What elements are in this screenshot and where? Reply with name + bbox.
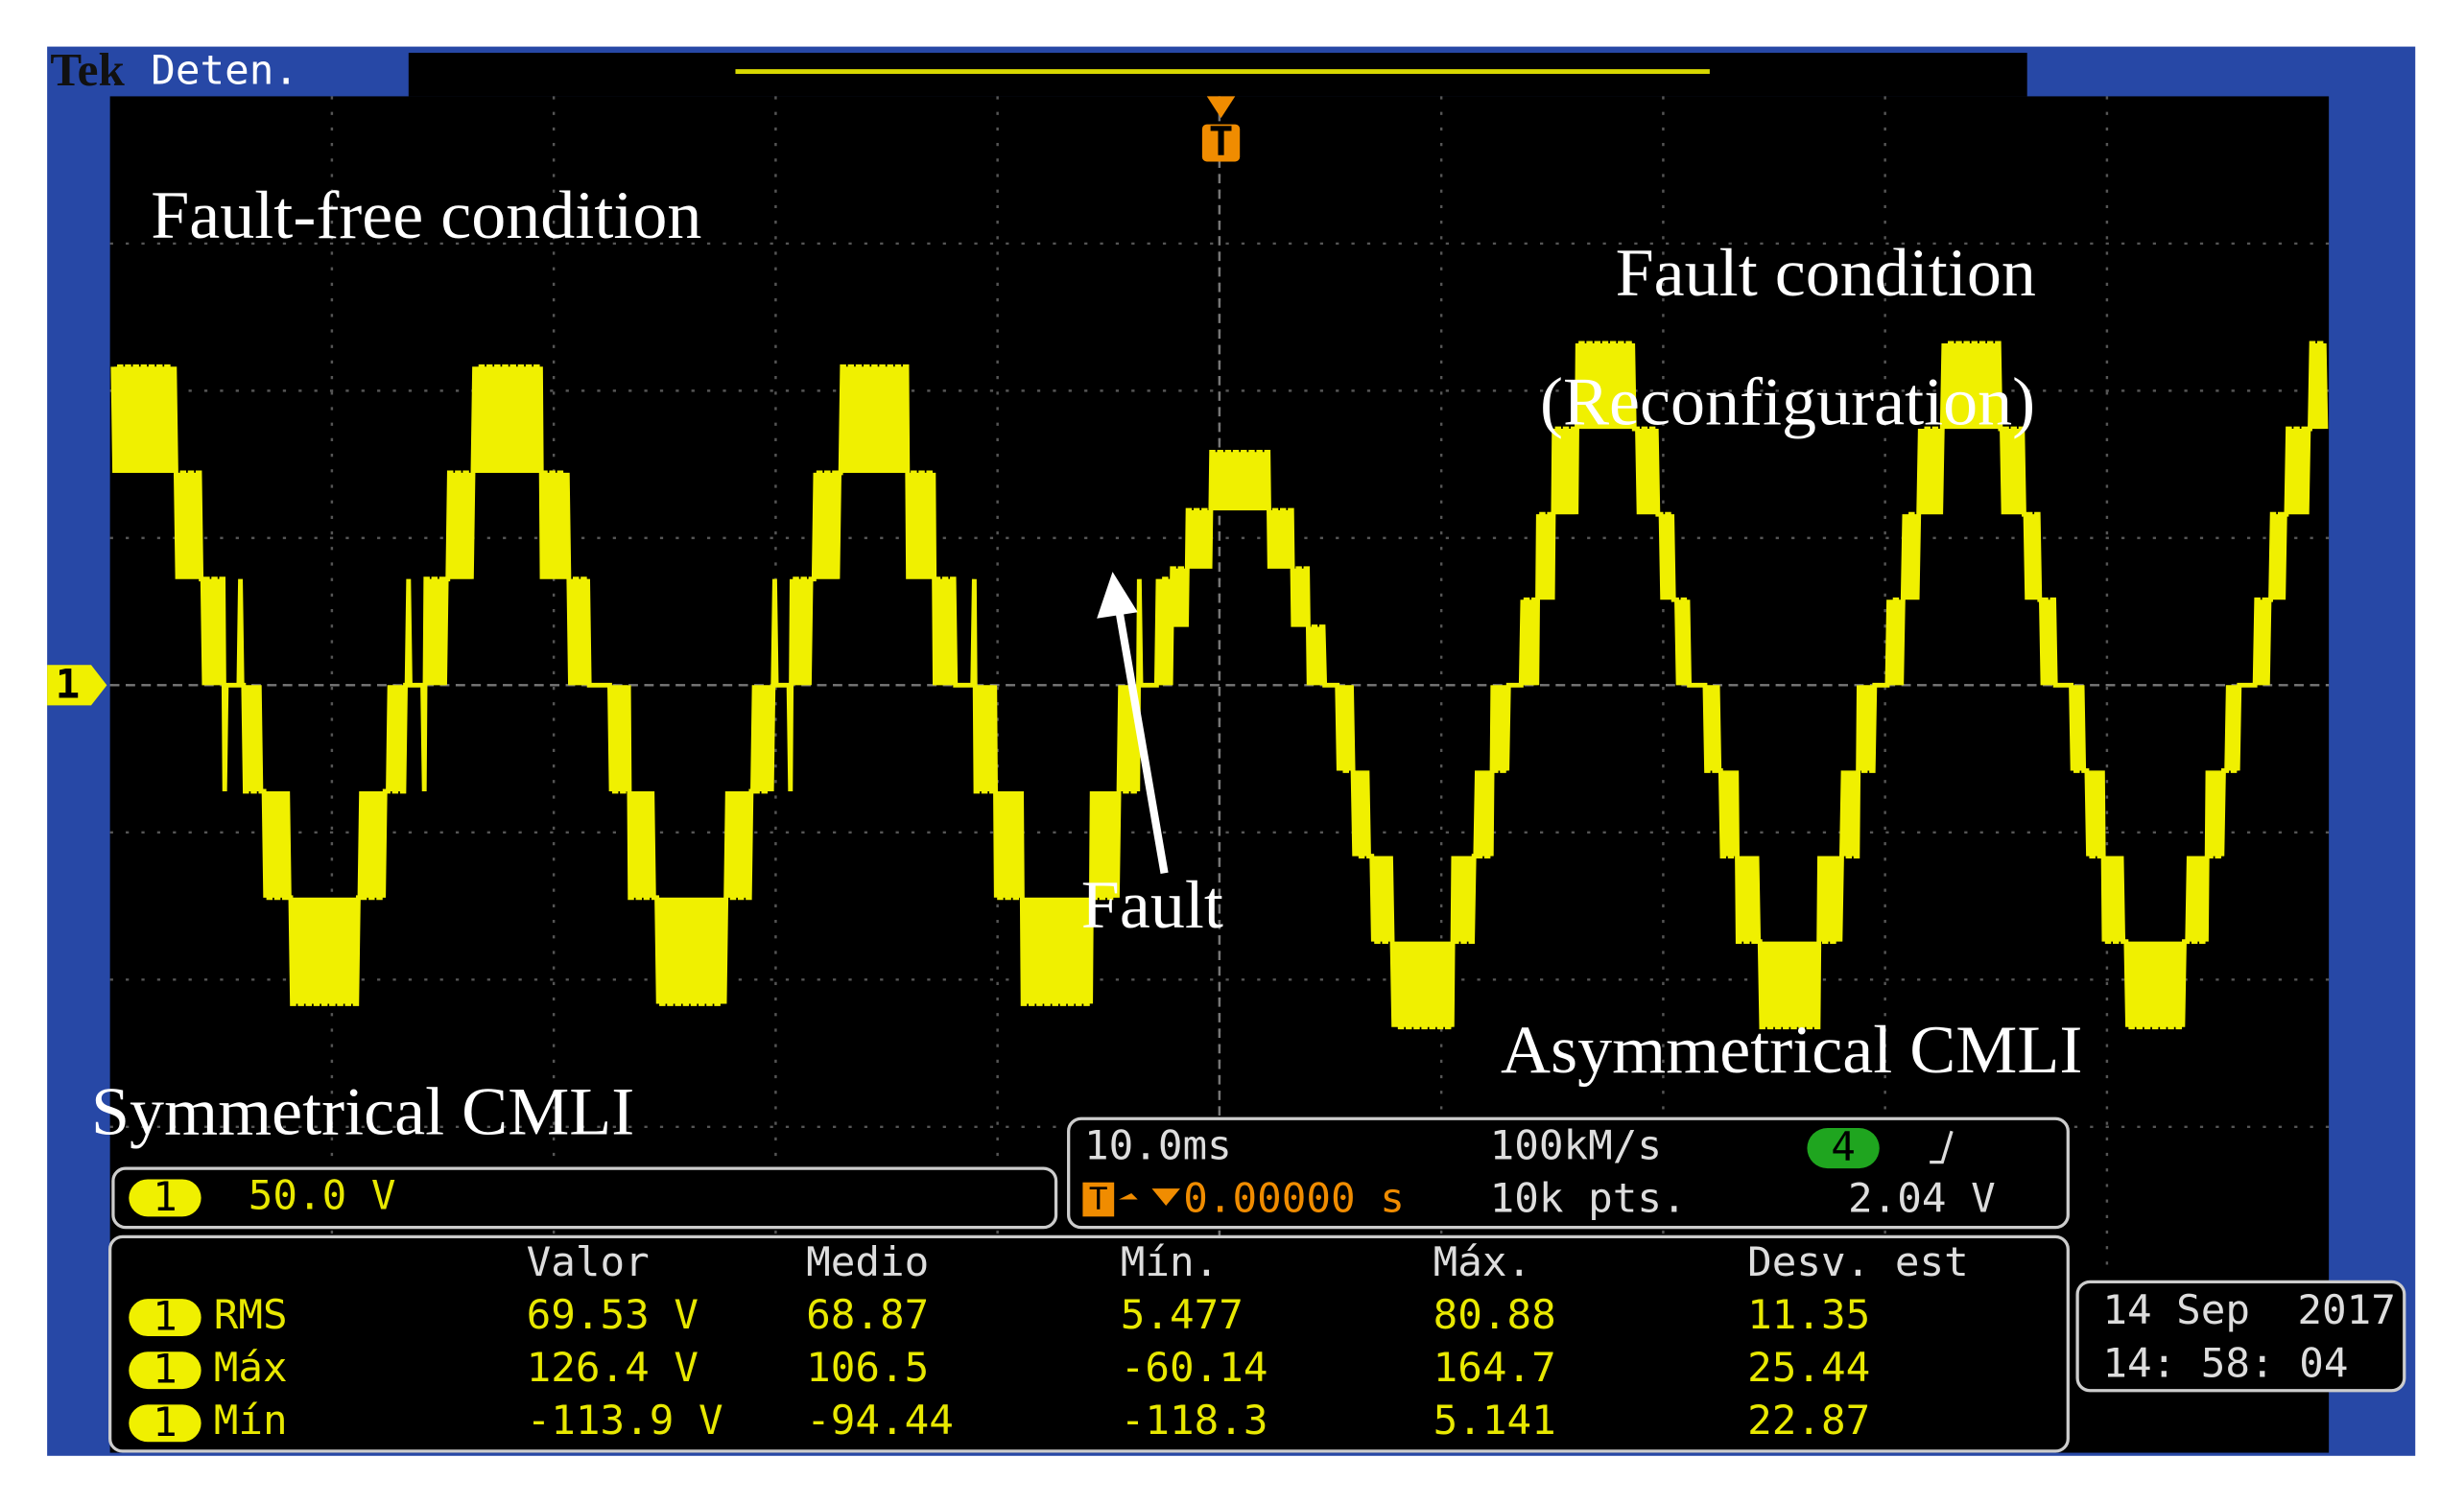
- datetime-box: [2075, 1280, 2406, 1393]
- measurement-rows: Valor Medio Mín. Máx. Desv. est 1 RMS 69.53 V 68…: [129, 1238, 1969, 1445]
- measurement-value: 164.7: [1433, 1344, 1556, 1391]
- measurement-value: 11.35: [1747, 1291, 1870, 1338]
- annotation: Fault-free condition: [151, 176, 701, 253]
- brand: Tek: [50, 43, 125, 96]
- channel-badge-label: 1: [153, 1398, 178, 1445]
- measurement-label: Máx: [214, 1344, 288, 1391]
- fault-arrowhead: [1097, 572, 1138, 619]
- column-header: Mín.: [1121, 1238, 1219, 1285]
- trigger-icon-label: T: [1089, 1181, 1108, 1217]
- measurement-value: 25.44: [1747, 1344, 1870, 1391]
- measurement-value: 126.4 V: [527, 1344, 699, 1391]
- time: 14: 58: 04: [2102, 1339, 2348, 1386]
- channel-scale-box: [111, 1166, 1058, 1230]
- annotation: (Reconfiguration): [1540, 364, 2035, 440]
- sample-rate: 100kM/s: [1490, 1122, 1662, 1169]
- year: 2017: [2297, 1286, 2395, 1333]
- measurement-value: -94.44: [806, 1397, 954, 1444]
- measurement-value: -118.3: [1121, 1397, 1268, 1444]
- arrow: [1119, 1193, 1138, 1200]
- measurement-value: -60.14: [1121, 1344, 1268, 1391]
- trigger-position: 0.00000 s: [1183, 1175, 1405, 1222]
- trigger-arrow: [1206, 96, 1236, 119]
- fault-arrow: [1115, 608, 1169, 875]
- channel-badge: [129, 1299, 201, 1337]
- trigger-icon: [1082, 1182, 1115, 1217]
- channel-badge-label: 1: [153, 1346, 178, 1393]
- graticule: [109, 96, 2330, 1275]
- channel-marker: [47, 665, 107, 706]
- status: Deten.: [151, 47, 298, 94]
- column-header: Máx.: [1433, 1238, 1531, 1285]
- measurement-label: RMS: [214, 1291, 288, 1338]
- measurement-value: -113.9 V: [527, 1397, 723, 1444]
- measurement-value: 5.141: [1433, 1397, 1556, 1444]
- annotation: Asymmetrical CMLI: [1501, 1011, 2082, 1088]
- annotation: Fault condition: [1616, 234, 2036, 311]
- volts-per-div: 50.0 V: [249, 1172, 396, 1219]
- slope-icon: [1930, 1130, 1954, 1164]
- measurement-table: [108, 1234, 2070, 1453]
- measurement-label: Mín: [214, 1397, 288, 1444]
- column-header: Desv. est: [1747, 1238, 1969, 1285]
- annotation: Symmetrical CMLI: [91, 1073, 634, 1150]
- measurement-value: 22.87: [1747, 1397, 1870, 1444]
- channel-badge-label: 1: [153, 1293, 178, 1340]
- measurement-value: 69.53 V: [527, 1291, 699, 1338]
- measurement-value: 106.5: [806, 1344, 929, 1391]
- trigger-source-badge: [1807, 1128, 1880, 1169]
- time-per-div: 10.0ms: [1084, 1122, 1232, 1169]
- record-length: 10k pts.: [1490, 1175, 1687, 1222]
- channel-badge: [129, 1404, 201, 1443]
- arrow: [1151, 1188, 1180, 1206]
- trigger-source: 4: [1831, 1123, 1856, 1170]
- column-header: Valor: [527, 1238, 650, 1285]
- measurement-value: 5.477: [1121, 1291, 1244, 1338]
- annotation: Fault: [1081, 867, 1223, 944]
- channel-badge-label: 1: [153, 1173, 178, 1220]
- channel-marker-label: 1: [56, 661, 81, 708]
- date: 14 Sep: [2102, 1286, 2250, 1333]
- column-header: Medio: [806, 1238, 929, 1285]
- measurement-value: 68.87: [806, 1291, 929, 1338]
- trigger-level: 2.04 V: [1848, 1175, 1996, 1222]
- trigger-marker: [1201, 124, 1241, 162]
- header-bar: [408, 53, 2027, 97]
- channel-badge: [129, 1351, 201, 1390]
- channel-badge: [129, 1179, 201, 1217]
- measurement-value: 80.88: [1433, 1291, 1556, 1338]
- waveform: [110, 341, 2329, 1030]
- trigger-marker-label: T: [1209, 118, 1234, 165]
